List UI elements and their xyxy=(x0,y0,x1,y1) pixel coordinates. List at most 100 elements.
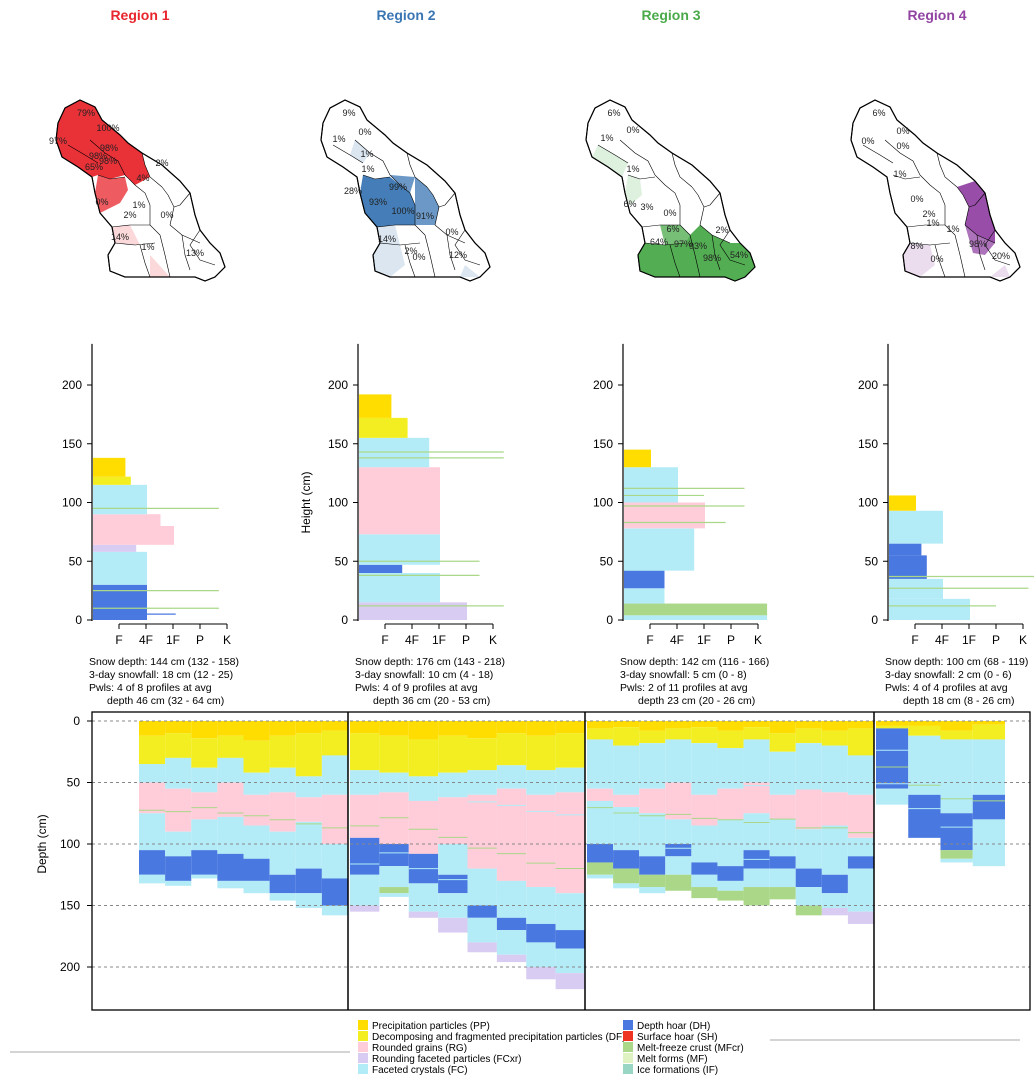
timeline-layer xyxy=(717,819,744,867)
x-tick-label: P xyxy=(992,633,1000,647)
timeline-layer xyxy=(665,728,692,740)
legend-swatch xyxy=(623,1042,633,1052)
timeline-layer xyxy=(940,850,973,859)
map-label: 1% xyxy=(132,200,145,210)
profile-layer xyxy=(93,544,137,552)
subregion-border xyxy=(332,144,364,164)
map-label: 14% xyxy=(378,234,396,244)
map-label: 0% xyxy=(896,126,909,136)
subregion-border xyxy=(97,174,126,180)
profile-summary-text: depth 46 cm (32 - 64 cm) xyxy=(107,695,224,707)
low-probability-area xyxy=(112,225,140,245)
timeline-layer xyxy=(821,745,848,793)
timeline-layer xyxy=(269,767,296,793)
profile-layer xyxy=(624,467,678,503)
timeline-layer xyxy=(191,819,218,851)
timeline-layer xyxy=(496,880,527,918)
x-tick-label: K xyxy=(754,633,762,647)
y-tick-label: 100 xyxy=(858,496,878,510)
map-label: 2% xyxy=(155,158,168,168)
subregion-border xyxy=(627,174,656,180)
timeline-layer xyxy=(555,893,585,931)
low-probability-area xyxy=(373,243,405,277)
subregion-border xyxy=(984,229,1011,266)
map-label: 6% xyxy=(666,224,679,234)
timeline-layer xyxy=(940,739,973,814)
profile-layer xyxy=(359,573,440,603)
map-label: 1% xyxy=(360,149,373,159)
low-probability-area xyxy=(150,255,170,277)
map-label: 100% xyxy=(96,123,119,133)
timeline-layer xyxy=(691,743,718,795)
y-tick-label: 100 xyxy=(62,496,82,510)
timeline-layer xyxy=(587,800,614,844)
low-probability-area xyxy=(903,243,935,277)
y-tick-label: 200 xyxy=(593,378,613,392)
profile-panel: 0 50 100 150 200 Height (cm) F 4F 1F P K Snow depth… xyxy=(299,343,505,707)
timeline-layer xyxy=(269,721,296,736)
timeline-layer xyxy=(743,739,770,783)
region-title: Region 4 xyxy=(907,7,966,23)
timeline-layer xyxy=(321,755,348,795)
subregion-border xyxy=(892,174,921,180)
map-label: 1% xyxy=(893,169,906,179)
timeline-layer xyxy=(587,728,614,740)
timeline-layer xyxy=(438,844,468,875)
x-tick-label: 4F xyxy=(139,633,153,647)
timeline-layer xyxy=(243,772,270,795)
y-tick-label: 0 xyxy=(871,613,878,627)
timeline-layer xyxy=(587,844,614,863)
map-label: 12% xyxy=(449,250,467,260)
high-probability-area xyxy=(390,175,415,193)
timeline-layer xyxy=(217,880,244,889)
profile-layer xyxy=(359,417,408,438)
timeline-layer xyxy=(587,874,614,879)
map-label: 6% xyxy=(623,199,636,209)
region-map: 6% 1% 0% 1% 6% 3% 0% 6% 64% 97%93% 98% 2% 54% xyxy=(585,99,756,282)
timeline-layer xyxy=(743,887,770,906)
timeline-layer xyxy=(821,792,848,826)
subregion-border xyxy=(454,229,481,266)
low-probability-area xyxy=(377,225,400,245)
timeline-layer xyxy=(467,721,497,739)
profile-summary-text: depth 36 cm (20 - 53 cm) xyxy=(373,695,490,707)
subregion-border xyxy=(189,229,216,266)
timeline-layer xyxy=(526,967,556,980)
x-tick-label: K xyxy=(223,633,231,647)
profile-summary-text: Pwls: 4 of 8 profiles at avg xyxy=(89,682,212,694)
timeline-layer xyxy=(438,721,468,736)
timeline-y-tick-label: 100 xyxy=(60,837,80,851)
timeline-layer xyxy=(665,739,692,783)
low-probability-area xyxy=(990,265,1010,277)
timeline-layer xyxy=(379,721,409,736)
legend-swatch xyxy=(358,1031,368,1041)
timeline-layer xyxy=(743,782,770,814)
timeline-layer xyxy=(139,813,166,851)
subregion-border xyxy=(703,192,721,208)
timeline-layer xyxy=(795,721,822,729)
profile-layer xyxy=(93,476,131,485)
y-tick-label: 50 xyxy=(600,554,614,568)
x-tick-label: 4F xyxy=(670,633,684,647)
x-tick-label: 1F xyxy=(697,633,711,647)
timeline-layer xyxy=(496,917,527,931)
map-label: 98% xyxy=(100,143,118,153)
timeline-layer xyxy=(639,813,666,857)
timeline-layer xyxy=(350,905,380,912)
subregion-border xyxy=(438,192,456,208)
y-tick-label: 150 xyxy=(328,437,348,451)
timeline-layer xyxy=(438,874,468,894)
legend-swatch xyxy=(358,1020,368,1030)
subregion-border xyxy=(968,192,986,208)
timeline-layer xyxy=(717,730,744,749)
profile-layer xyxy=(889,555,927,579)
profile-summary-text: Pwls: 4 of 9 profiles at avg xyxy=(355,682,478,694)
region-border xyxy=(585,99,756,282)
x-tick-label: 1F xyxy=(962,633,976,647)
timeline-layer xyxy=(526,923,556,943)
profile-layer xyxy=(359,564,403,573)
timeline-layer xyxy=(769,733,796,752)
x-tick-label: F xyxy=(911,633,918,647)
subregion-border xyxy=(884,139,921,176)
timeline-layer xyxy=(139,782,166,814)
